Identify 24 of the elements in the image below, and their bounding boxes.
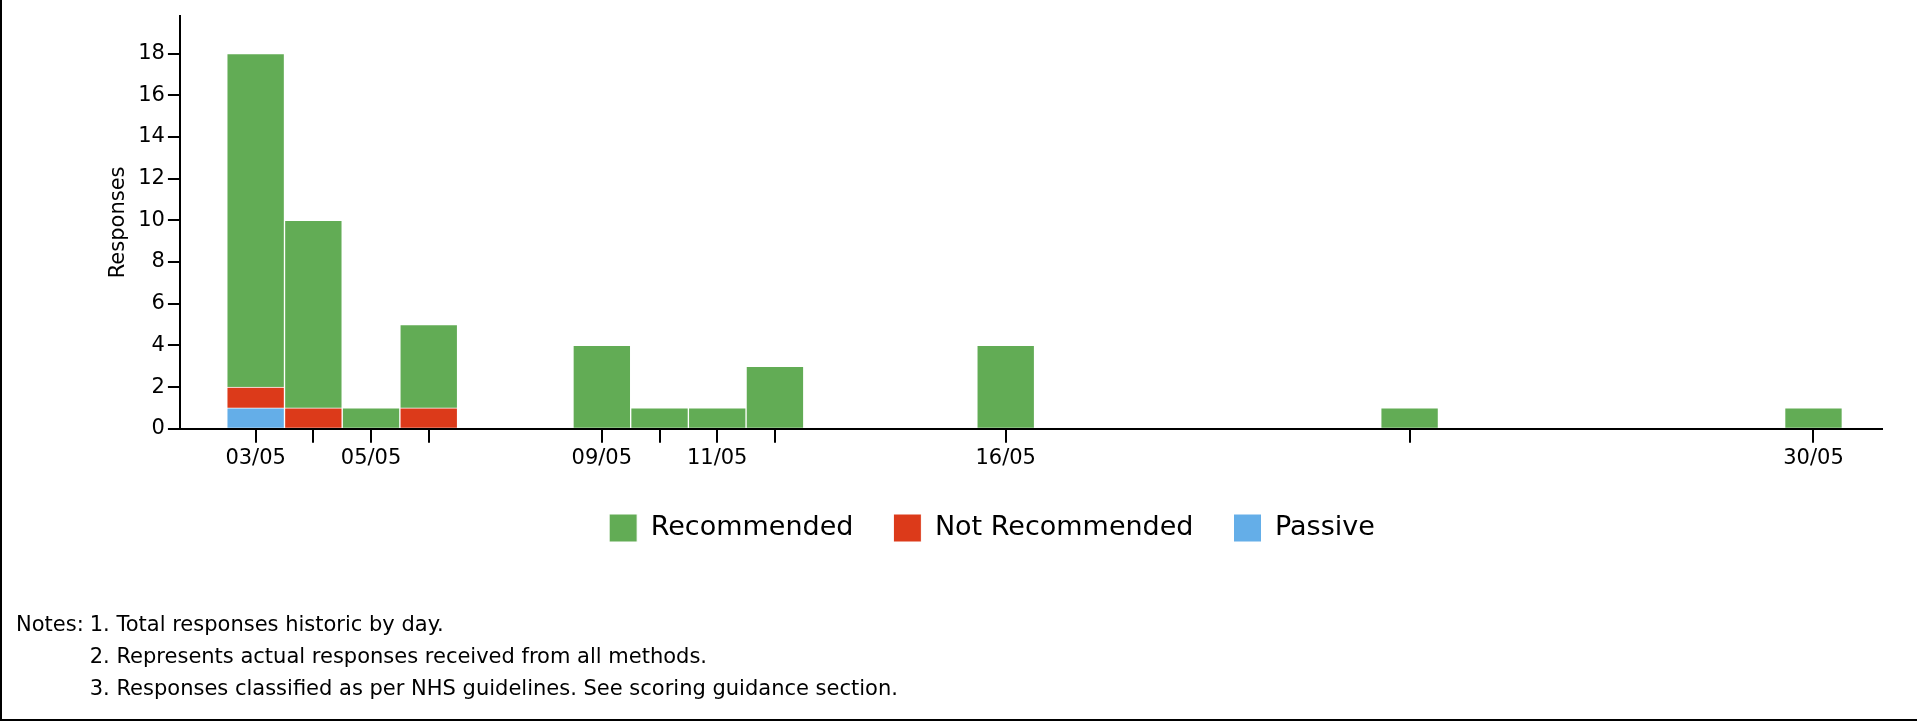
y-tick-label: 14 xyxy=(138,123,165,148)
text: 2. Represents actual responses received from all methods. xyxy=(89,643,708,670)
text: Notes: xyxy=(16,611,84,638)
y-tick-label: 2 xyxy=(151,373,165,398)
x-tick-label: 11/05 xyxy=(686,444,748,469)
x-tick-label: 16/05 xyxy=(975,444,1036,469)
y-tick-label: 18 xyxy=(138,39,165,64)
x-tick-label: 05/05 xyxy=(340,444,402,469)
x-tick-label: 03/05 xyxy=(225,444,286,469)
y-tick-label: 0 xyxy=(151,415,165,440)
y-tick-label: 6 xyxy=(151,290,165,315)
text: 3. Responses classified as per NHS guidelines. See scoring guidance section. xyxy=(89,675,898,702)
y-tick-label: 10 xyxy=(138,206,165,231)
text: 1. Total responses historic by day. xyxy=(89,611,445,638)
legend-label: Passive xyxy=(1275,510,1375,542)
y-axis-title: Responses xyxy=(105,166,130,279)
y-tick-label: 8 xyxy=(151,248,165,273)
y-tick-label: 12 xyxy=(138,165,165,190)
legend-label: Not Recommended xyxy=(934,510,1194,542)
x-tick-label: 09/05 xyxy=(571,444,633,469)
y-tick-label: 4 xyxy=(151,331,165,356)
legend-label: Recommended xyxy=(650,510,854,542)
y-tick-label: 16 xyxy=(138,81,165,106)
x-tick-label: 30/05 xyxy=(1783,444,1844,469)
